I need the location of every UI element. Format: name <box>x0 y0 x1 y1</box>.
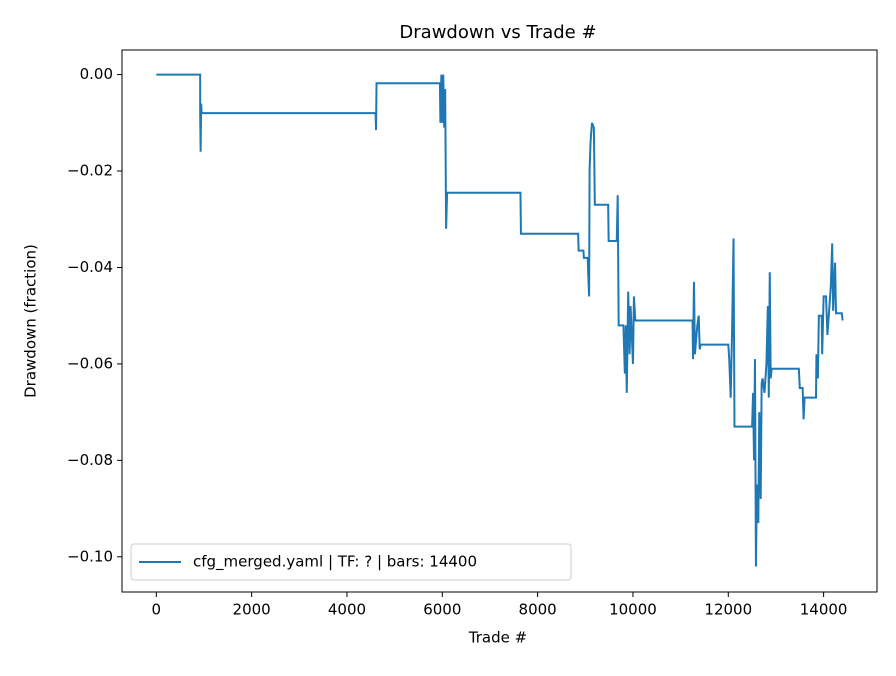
x-tick-label: 12000 <box>704 601 752 619</box>
x-tick-label: 2000 <box>233 601 271 619</box>
plot-frame <box>121 49 878 593</box>
x-tick-label: 14000 <box>800 601 848 619</box>
legend-box <box>130 543 572 581</box>
x-axis-label: Trade # <box>468 629 527 647</box>
y-tick-label: −0.04 <box>67 258 113 276</box>
x-tick-label: 0 <box>152 601 162 619</box>
legend-label: cfg_merged.yaml | TF: ? | bars: 14400 <box>193 553 477 572</box>
x-tick-label: 6000 <box>423 601 461 619</box>
chart-title: Drawdown vs Trade # <box>399 22 596 43</box>
y-tick-label: 0.00 <box>80 65 113 83</box>
y-tick-label: −0.06 <box>67 354 113 372</box>
x-tick-label: 8000 <box>519 601 557 619</box>
data-line <box>156 73 844 567</box>
x-tick-label: 10000 <box>609 601 657 619</box>
y-tick-label: −0.10 <box>67 547 113 565</box>
y-axis-label: Drawdown (fraction) <box>22 244 40 398</box>
x-tick-label: 4000 <box>328 601 366 619</box>
y-tick-label: −0.08 <box>67 451 113 469</box>
y-tick-label: −0.02 <box>67 162 113 180</box>
